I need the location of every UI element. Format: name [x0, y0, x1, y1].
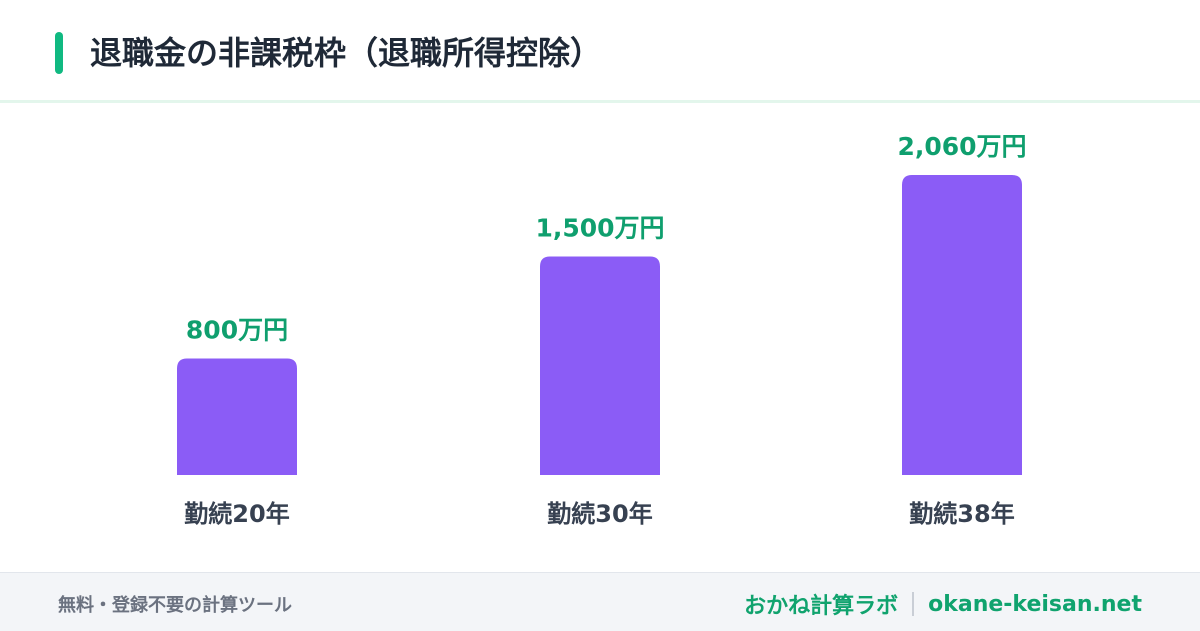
header-divider [0, 100, 1200, 103]
brand-separator [912, 592, 915, 616]
brand-domain: okane-keisan.net [928, 591, 1142, 617]
footer-tagline: 無料・登録不要の計算ツール [58, 595, 292, 616]
bar-value-label: 2,060万円 [897, 132, 1026, 161]
title-accent-bar [55, 32, 63, 74]
footer: 無料・登録不要の計算ツール おかね計算ラボ okane-keisan.net [0, 572, 1200, 631]
page-title: 退職金の非課税枠（退職所得控除） [90, 34, 603, 72]
chart-bar [540, 256, 660, 475]
bar-value-label: 800万円 [186, 315, 288, 344]
brand-name: おかね計算ラボ [744, 594, 899, 619]
header: 退職金の非課税枠（退職所得控除） [0, 0, 1200, 103]
bar-value-label: 1,500万円 [535, 214, 664, 243]
category-label: 勤続30年 [547, 500, 652, 528]
category-label: 勤続38年 [909, 500, 1014, 528]
chart-bar [902, 175, 1022, 475]
category-label: 勤続20年 [184, 500, 289, 528]
chart-bar [177, 358, 297, 475]
footer-brand[interactable]: おかね計算ラボ okane-keisan.net [744, 588, 1142, 620]
